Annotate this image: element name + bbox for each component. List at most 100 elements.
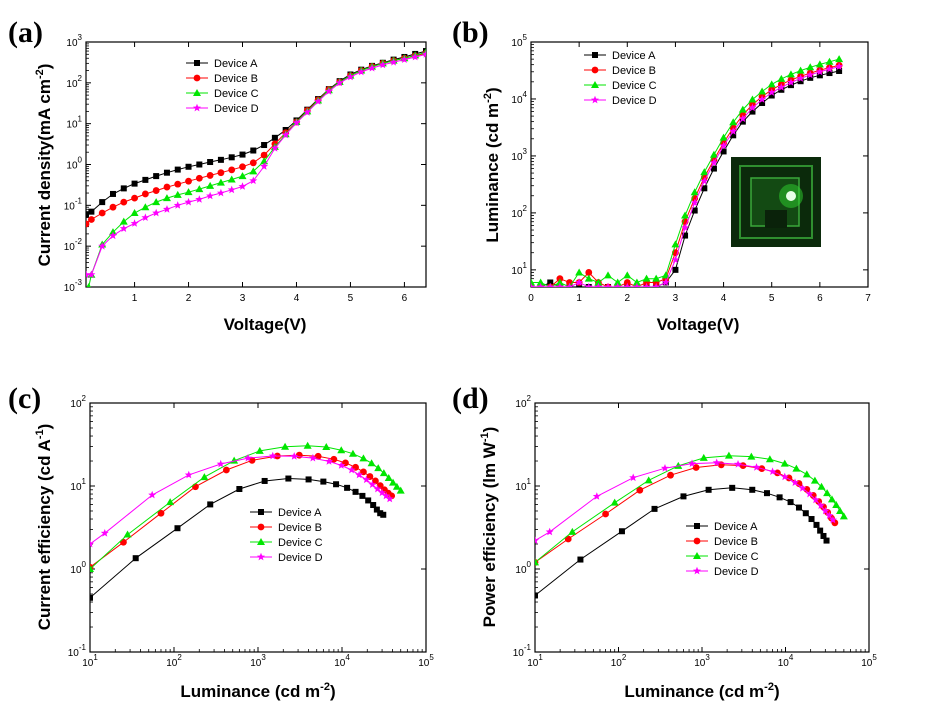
data-point [119, 224, 128, 232]
data-point [835, 55, 844, 63]
data-point [367, 459, 376, 467]
legend-label: Device B [214, 73, 258, 85]
data-point [815, 67, 824, 76]
data-point [320, 478, 327, 485]
data-point [661, 278, 670, 286]
data-point [120, 185, 127, 192]
data-point [667, 471, 674, 479]
data-point [359, 454, 368, 462]
x-tick-label: 6 [402, 293, 408, 304]
data-point [791, 478, 799, 486]
data-point [152, 208, 161, 217]
data-point [777, 74, 786, 82]
data-point [729, 127, 738, 135]
x-tick-label: 103 [694, 653, 710, 669]
data-point [623, 271, 632, 279]
data-point [701, 185, 708, 192]
x-tick-label: 103 [250, 653, 266, 669]
data-point [705, 486, 712, 493]
panel-letter: (d) [452, 382, 489, 415]
legend-marker [591, 81, 599, 88]
data-point [86, 283, 91, 287]
series-device-c [531, 55, 844, 287]
y-tick-label: 102 [66, 74, 82, 90]
data-point [238, 182, 247, 190]
data-point [811, 495, 820, 504]
data-point [163, 183, 171, 191]
data-point [281, 442, 290, 450]
data-point [99, 199, 106, 206]
data-point [629, 473, 638, 482]
data-point [260, 162, 269, 170]
data-point [373, 484, 382, 493]
data-point [192, 483, 199, 491]
panel-letter: (c) [8, 382, 41, 415]
data-point [787, 499, 794, 506]
legend-marker [693, 537, 701, 545]
data-point [672, 266, 679, 273]
data-point [690, 188, 699, 196]
data-point [642, 274, 651, 282]
data-point [227, 185, 236, 194]
data-point [322, 443, 331, 451]
data-point [780, 472, 789, 481]
data-point [836, 506, 845, 514]
series-device-d [90, 451, 394, 548]
x-tick-label: 105 [418, 653, 434, 669]
data-point [206, 181, 215, 189]
data-point [575, 278, 584, 286]
data-point [816, 501, 825, 509]
y-tick-label: 10-2 [64, 237, 83, 253]
y-tick-label: 10-1 [513, 643, 532, 659]
data-point [545, 527, 554, 536]
data-point [748, 103, 757, 112]
data-point [749, 486, 756, 493]
data-point [618, 528, 625, 535]
data-point [195, 185, 204, 193]
data-point [815, 60, 824, 68]
legend-label: Device A [214, 58, 258, 70]
data-point [314, 452, 322, 460]
data-point [324, 87, 333, 95]
data-point [348, 449, 357, 457]
data-point [141, 203, 150, 211]
data-point [352, 488, 359, 495]
data-point [690, 198, 699, 207]
data-point [594, 282, 603, 287]
data-point [786, 70, 795, 78]
data-point [767, 80, 776, 88]
data-point [832, 501, 841, 509]
panel-c: (c) 101 102 103 104 105 10-1 100 101 102 Luminance… [8, 382, 434, 701]
series-device-d [535, 458, 837, 544]
data-point [330, 455, 338, 463]
data-point [813, 521, 820, 528]
data-point [671, 255, 680, 264]
data-point [816, 72, 823, 79]
data-point [166, 498, 175, 506]
data-point [604, 282, 612, 287]
data-point [610, 498, 619, 506]
y-axis-title: Power efficiency (lm W-1) [479, 427, 499, 628]
data-point [777, 83, 786, 91]
data-point [392, 482, 401, 490]
data-point [184, 470, 193, 479]
data-point [196, 161, 203, 168]
data-point [827, 495, 836, 503]
x-tick-label: 2 [186, 293, 192, 304]
data-point [109, 190, 116, 197]
y-tick-label: 100 [515, 560, 531, 576]
data-point [207, 501, 214, 508]
x-tick-label: 101 [527, 653, 543, 669]
x-tick-label: 101 [82, 653, 98, 669]
data-point [825, 511, 834, 519]
data-point [836, 67, 843, 74]
y-tick-label: 101 [515, 477, 531, 493]
data-point [778, 86, 785, 93]
data-point [206, 191, 215, 200]
x-tick-label: 102 [611, 653, 627, 669]
data-point [739, 462, 747, 470]
data-point [555, 282, 564, 287]
legend-label: Device D [214, 103, 259, 115]
data-point [303, 108, 312, 116]
data-point [236, 486, 243, 493]
